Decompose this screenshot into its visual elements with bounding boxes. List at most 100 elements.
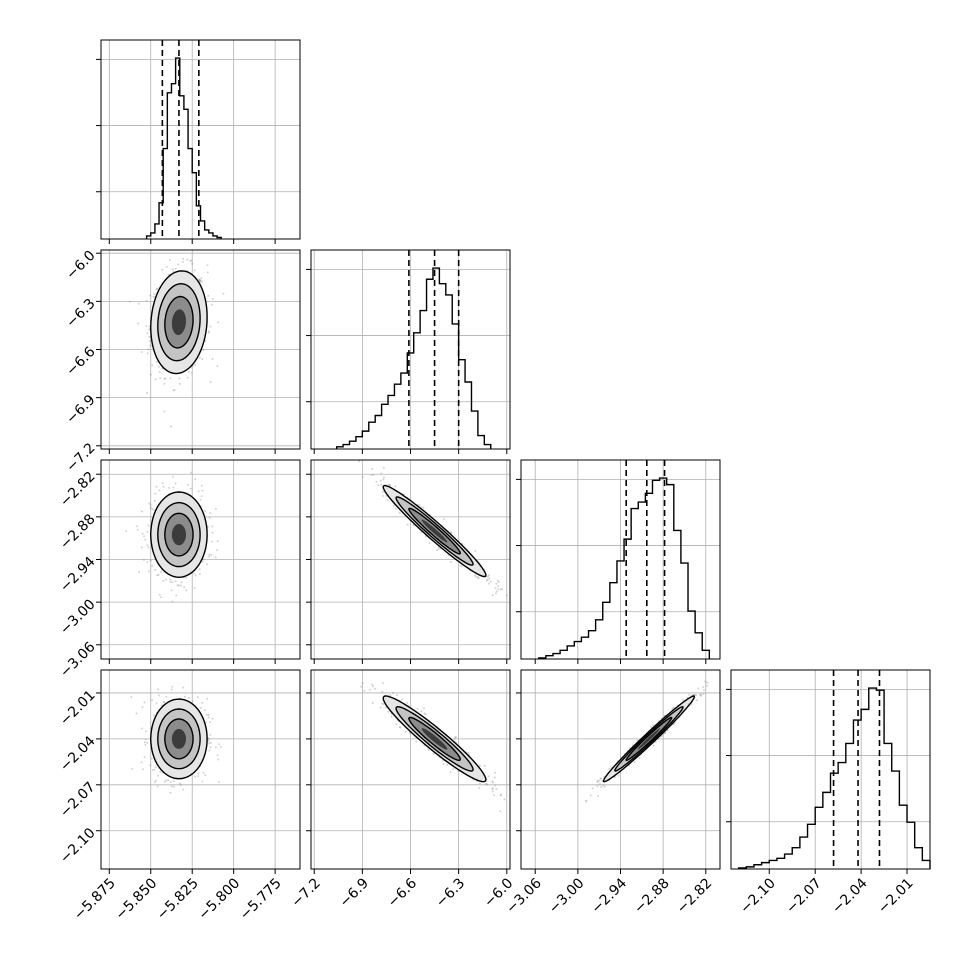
sample-point [598, 779, 600, 782]
sample-point [591, 787, 594, 790]
contour-line [149, 491, 208, 579]
y-tick-label: −6.9 [63, 392, 98, 427]
sample-point [143, 701, 146, 704]
density [360, 682, 506, 813]
sample-point [478, 782, 481, 785]
sample-point [207, 739, 210, 742]
sample-point [585, 800, 588, 803]
sample-point [664, 732, 666, 735]
sample-point [394, 507, 397, 510]
sample-point [149, 373, 152, 376]
sample-point [699, 694, 702, 697]
sample-point [162, 579, 165, 582]
sample-point [388, 484, 391, 487]
sample-point [158, 371, 161, 374]
sample-point [148, 340, 151, 342]
sample-point [361, 475, 364, 478]
x-tick-label: −5.775 [237, 875, 285, 923]
density-fill [637, 728, 661, 750]
sample-point [497, 588, 500, 591]
sample-point [387, 710, 390, 713]
sample-point [693, 693, 696, 696]
sample-point [672, 706, 675, 709]
sample-point [140, 761, 143, 764]
x-tick-label: −2.01 [875, 875, 917, 917]
sample-point [209, 733, 212, 736]
sample-point [168, 486, 170, 489]
sample-point [199, 498, 202, 501]
contour-line [149, 698, 208, 780]
sample-point [491, 594, 494, 597]
sample-point [128, 300, 131, 303]
sample-point [141, 706, 144, 709]
sample-point [151, 507, 154, 510]
sample-point [151, 364, 154, 367]
y-tick-label: −6.6 [63, 344, 98, 379]
panel-frame [730, 669, 931, 870]
sample-point [209, 380, 212, 383]
sample-point [191, 700, 194, 703]
sample-point [155, 288, 158, 291]
sample-point [495, 590, 498, 593]
sample-point [185, 589, 188, 592]
x-tick-label: −2.88 [631, 875, 673, 917]
density-fill [171, 309, 186, 336]
sample-point [207, 330, 210, 333]
sample-point [696, 699, 698, 702]
x-tick-label: −6.9 [337, 875, 372, 910]
sample-point [172, 486, 175, 489]
panel-frame [100, 39, 301, 240]
x-tick-label: −6.3 [433, 875, 468, 910]
sample-point [437, 547, 440, 550]
sample-point [383, 476, 385, 479]
sample-point [380, 483, 383, 486]
sample-point [170, 785, 173, 788]
sample-point [169, 791, 172, 794]
sample-point [589, 794, 592, 797]
sample-point [163, 377, 166, 380]
sample-point [200, 277, 203, 280]
sample-point [206, 563, 208, 566]
sample-point [161, 482, 164, 485]
sample-point [207, 714, 210, 717]
x-tick-label: −5.825 [154, 875, 202, 923]
sample-point [453, 737, 456, 740]
sample-point [216, 540, 219, 543]
sample-point [489, 580, 492, 583]
sample-point [149, 344, 152, 347]
sample-point [125, 530, 127, 533]
sample-point [172, 785, 175, 788]
sample-point [200, 495, 203, 498]
sample-point [745, 651, 747, 653]
sample-point [199, 279, 202, 282]
sample-point [377, 484, 380, 487]
sample-point [503, 798, 506, 801]
sample-point [150, 757, 153, 760]
sample-point [449, 771, 452, 774]
scatter-panel-4-3: −3.06 −3.00 −2.94 −2.88 −2.82 [503, 651, 747, 917]
sample-point [206, 264, 209, 267]
y-tick-label: −7.2 [63, 440, 98, 475]
sample-point [389, 484, 392, 487]
sample-point [485, 782, 488, 785]
sample-point [450, 532, 453, 535]
sample-point [423, 707, 425, 710]
sample-point [165, 695, 168, 698]
sample-point [216, 549, 219, 552]
sample-point [415, 740, 418, 743]
sample-point [171, 268, 174, 271]
sample-point [193, 572, 196, 575]
sample-point [396, 694, 398, 697]
sample-point [147, 570, 150, 573]
sample-point [154, 492, 157, 495]
sample-point [172, 475, 175, 478]
x-tick-label: −3.00 [546, 875, 588, 917]
sample-point [499, 794, 502, 797]
sample-point [596, 781, 599, 784]
sample-point [474, 575, 477, 578]
sample-point [140, 351, 143, 353]
sample-point [174, 580, 177, 583]
sample-point [491, 780, 494, 783]
sample-point [432, 752, 435, 755]
sample-point [208, 749, 211, 752]
